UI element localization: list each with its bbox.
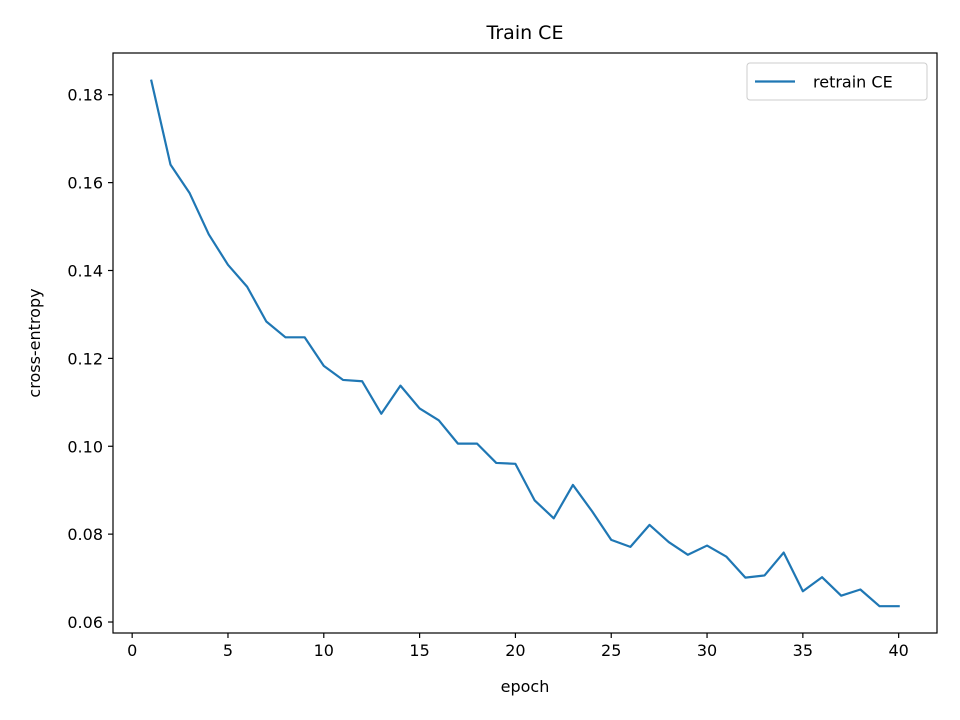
chart-title: Train CE: [486, 22, 564, 44]
x-tick-label: 10: [314, 641, 334, 660]
x-tick-label: 30: [697, 641, 717, 660]
x-tick-label: 0: [127, 641, 137, 660]
x-tick-label: 40: [888, 641, 908, 660]
x-tick-label: 20: [505, 641, 525, 660]
x-tick-label: 25: [601, 641, 621, 660]
x-tick-label: 5: [223, 641, 233, 660]
legend-box: [746, 62, 928, 101]
y-tick-label: 0.16: [67, 174, 103, 193]
y-tick-label: 0.08: [67, 525, 103, 544]
y-tick-label: 0.18: [67, 86, 103, 105]
legend: retrain CE: [746, 62, 928, 101]
plot-frame: [112, 52, 938, 634]
y-tick-label: 0.06: [67, 613, 103, 632]
y-tick-label: 0.12: [67, 349, 103, 368]
y-axis-label: cross-entropy: [25, 288, 44, 397]
x-axis-label: epoch: [501, 677, 550, 696]
x-tick-label: 35: [793, 641, 813, 660]
y-tick-label: 0.14: [67, 262, 103, 281]
legend-label: retrain CE: [813, 73, 893, 92]
plot-area: 0 5 10 15 20 25 30 35 40 0.06 0.08 0.10 0.12 0.14 0.16…: [67, 52, 938, 660]
y-tick-label: 0.10: [67, 437, 103, 456]
series-line-0: [150, 79, 900, 608]
x-tick-label: 15: [409, 641, 429, 660]
